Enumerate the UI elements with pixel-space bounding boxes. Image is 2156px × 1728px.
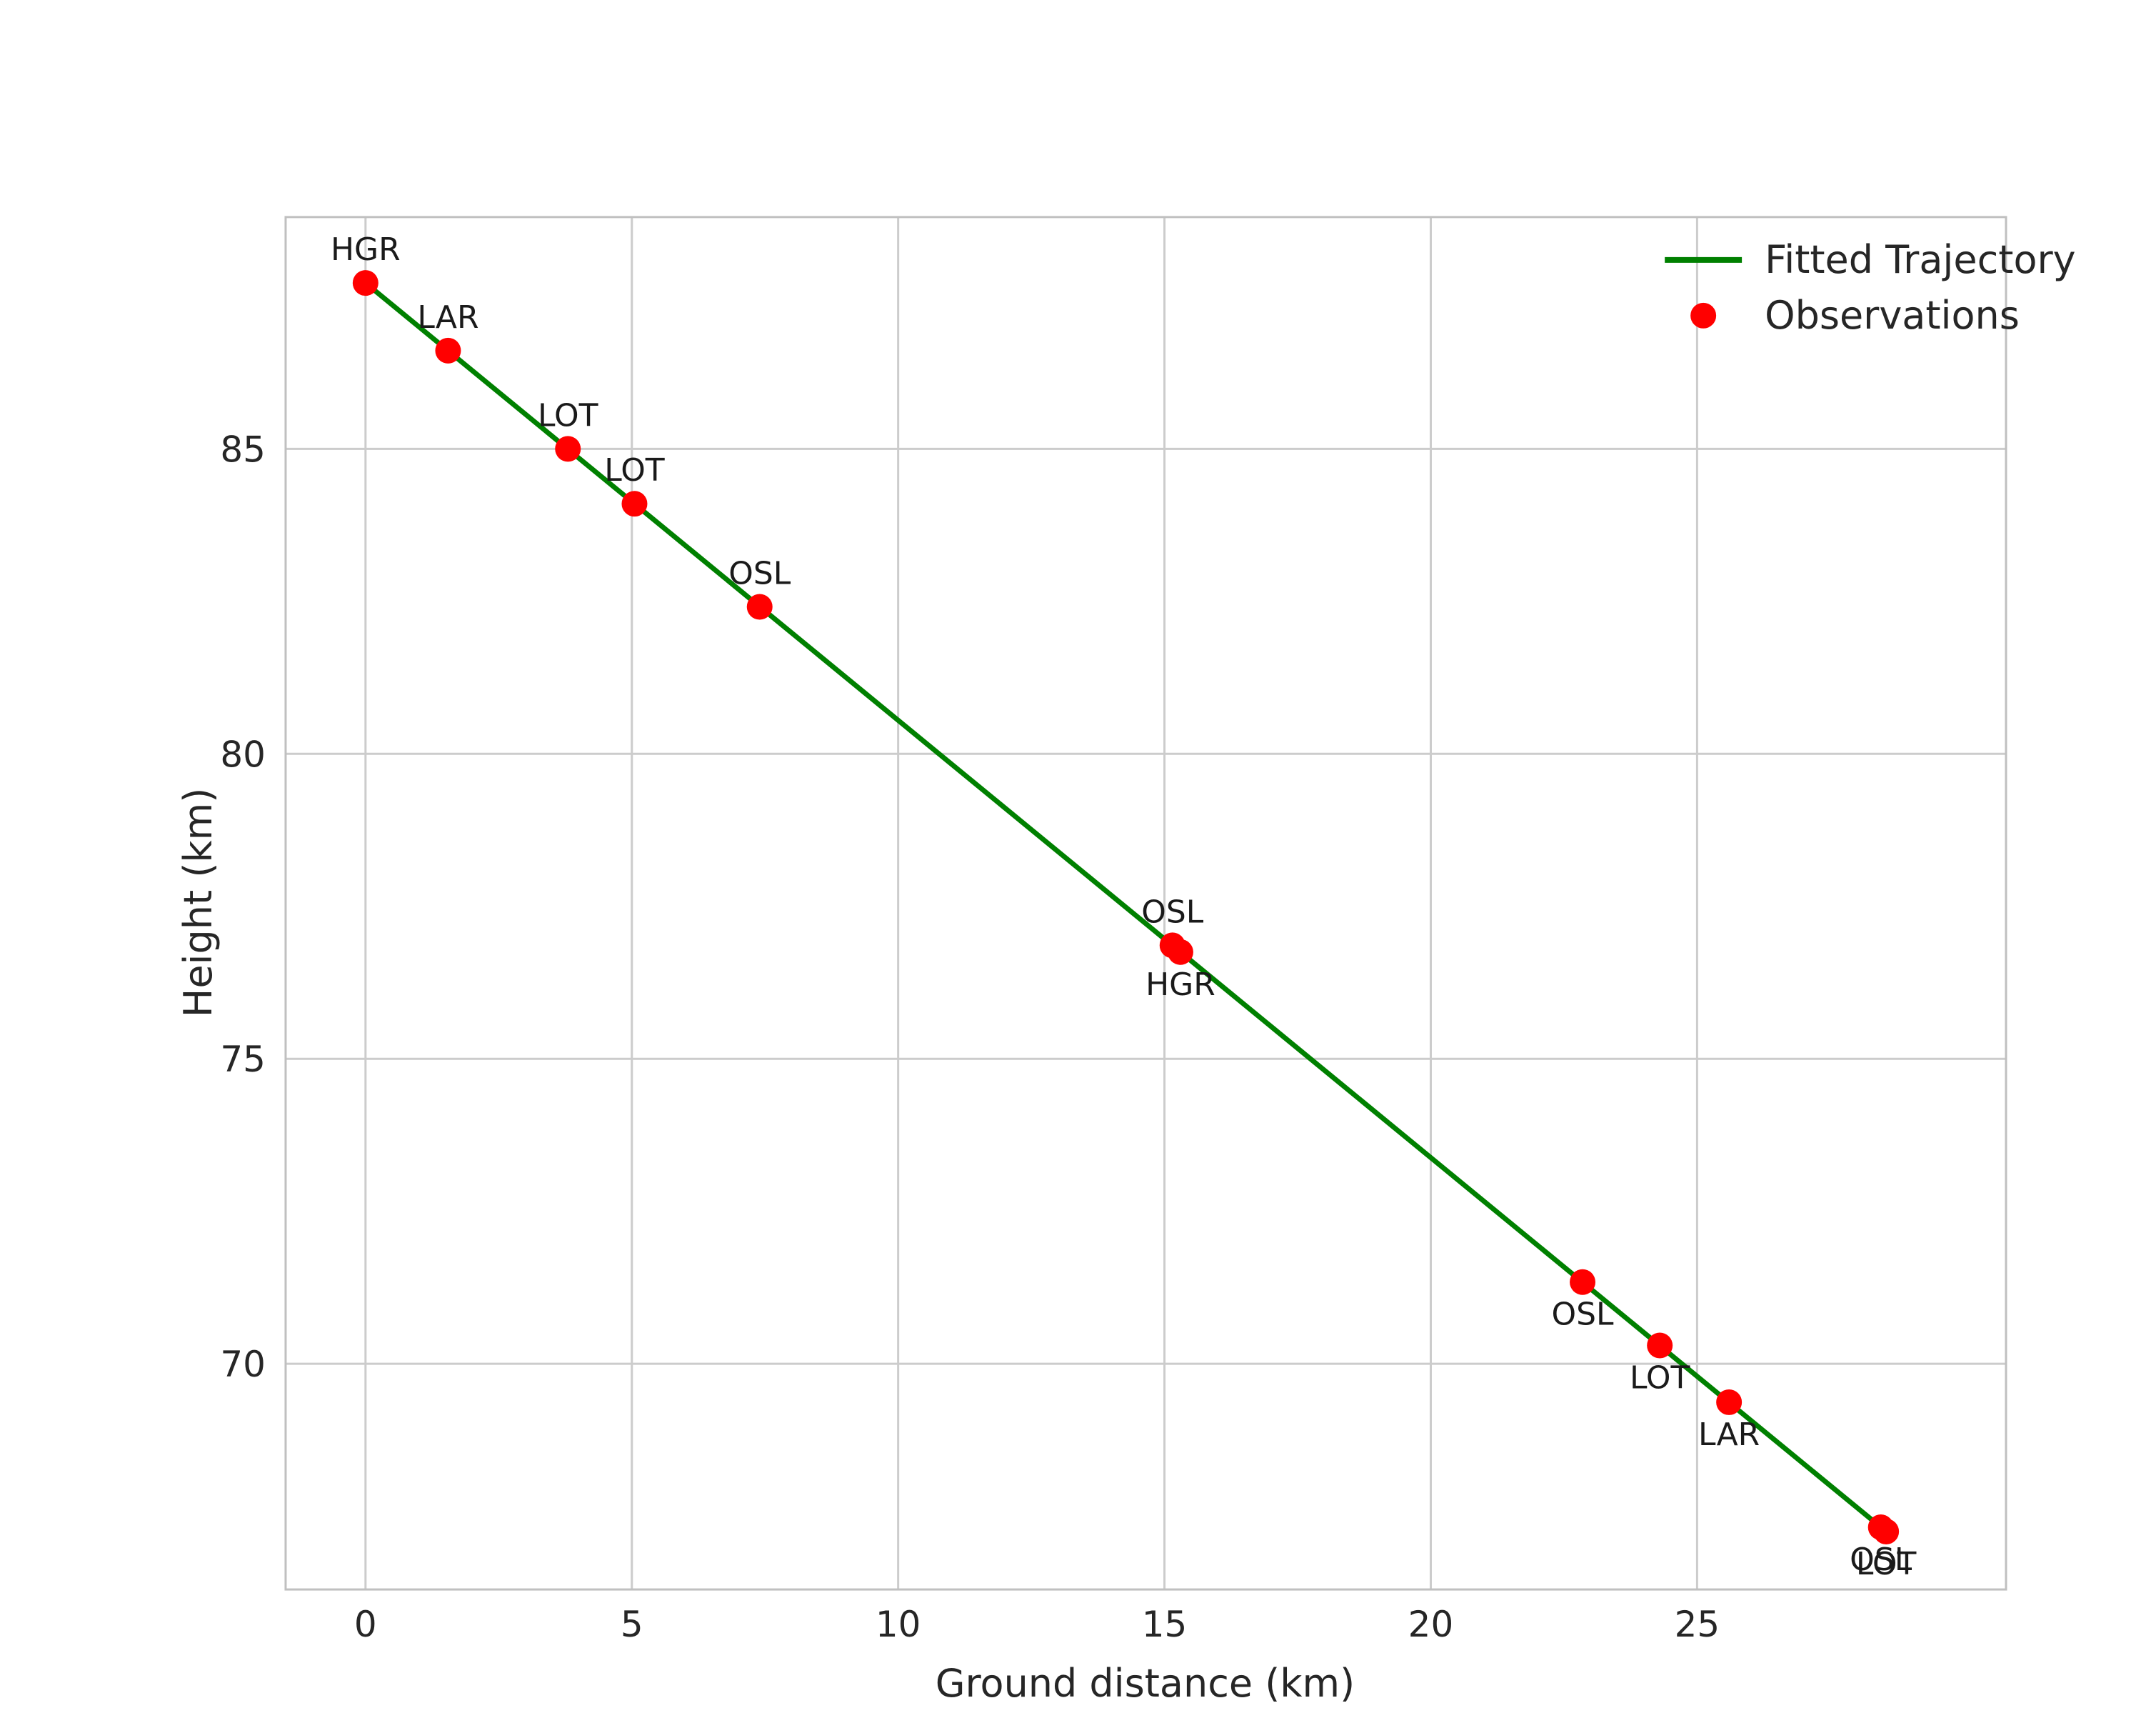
y-tick-label: 75 bbox=[220, 1039, 266, 1080]
y-tick-label: 80 bbox=[220, 734, 266, 775]
x-tick-label: 10 bbox=[876, 1604, 921, 1645]
observation-point bbox=[1647, 1332, 1673, 1359]
observation-label: HGR bbox=[331, 231, 401, 268]
y-axis-label: Height (km) bbox=[176, 788, 221, 1017]
fitted-trajectory-line bbox=[363, 280, 1889, 1534]
observation-point bbox=[621, 491, 648, 517]
observation-label: LOT bbox=[604, 452, 665, 489]
observation-label: LOT bbox=[1856, 1546, 1917, 1582]
plot-area: 0 5 10 15 20 2570758085HGRLARLOTLOTOSLOSLHGRO… bbox=[220, 216, 2007, 1645]
observation-label: OSL bbox=[728, 556, 791, 592]
observation-label: LOT bbox=[538, 397, 598, 434]
observation-point bbox=[1716, 1389, 1743, 1415]
observation-point bbox=[1570, 1269, 1596, 1295]
observation-point bbox=[352, 270, 378, 296]
legend-marker-sample bbox=[1690, 302, 1717, 329]
observation-point bbox=[1167, 939, 1193, 965]
legend-label-fitted-trajectory: Fitted Trajectory bbox=[1765, 237, 2076, 282]
legend-label-observations: Observations bbox=[1765, 293, 2020, 338]
y-tick-label: 85 bbox=[220, 429, 266, 470]
observation-point bbox=[1873, 1518, 1900, 1544]
observation-label: LAR bbox=[417, 299, 478, 336]
legend: Fitted Trajectory Observations bbox=[1665, 237, 2076, 338]
observation-label: LAR bbox=[1698, 1417, 1760, 1453]
observation-label: OSL bbox=[1850, 1542, 1912, 1578]
x-tick-label: 5 bbox=[621, 1604, 643, 1645]
y-tick-label: 70 bbox=[220, 1344, 266, 1385]
observation-point bbox=[555, 436, 581, 462]
observation-label: OSL bbox=[1552, 1297, 1615, 1333]
x-tick-label: 25 bbox=[1675, 1604, 1720, 1645]
observation-label: HGR bbox=[1145, 967, 1215, 1003]
x-tick-label: 15 bbox=[1142, 1604, 1188, 1645]
x-tick-label: 20 bbox=[1408, 1604, 1454, 1645]
x-tick-label: 0 bbox=[354, 1604, 377, 1645]
observation-label: LOT bbox=[1630, 1360, 1690, 1397]
observation-point bbox=[435, 337, 461, 364]
x-axis-label: Ground distance (km) bbox=[936, 1661, 1355, 1706]
plot-border bbox=[284, 216, 2007, 1591]
observation-point bbox=[746, 594, 773, 620]
observation-label: OSL bbox=[1141, 894, 1204, 930]
